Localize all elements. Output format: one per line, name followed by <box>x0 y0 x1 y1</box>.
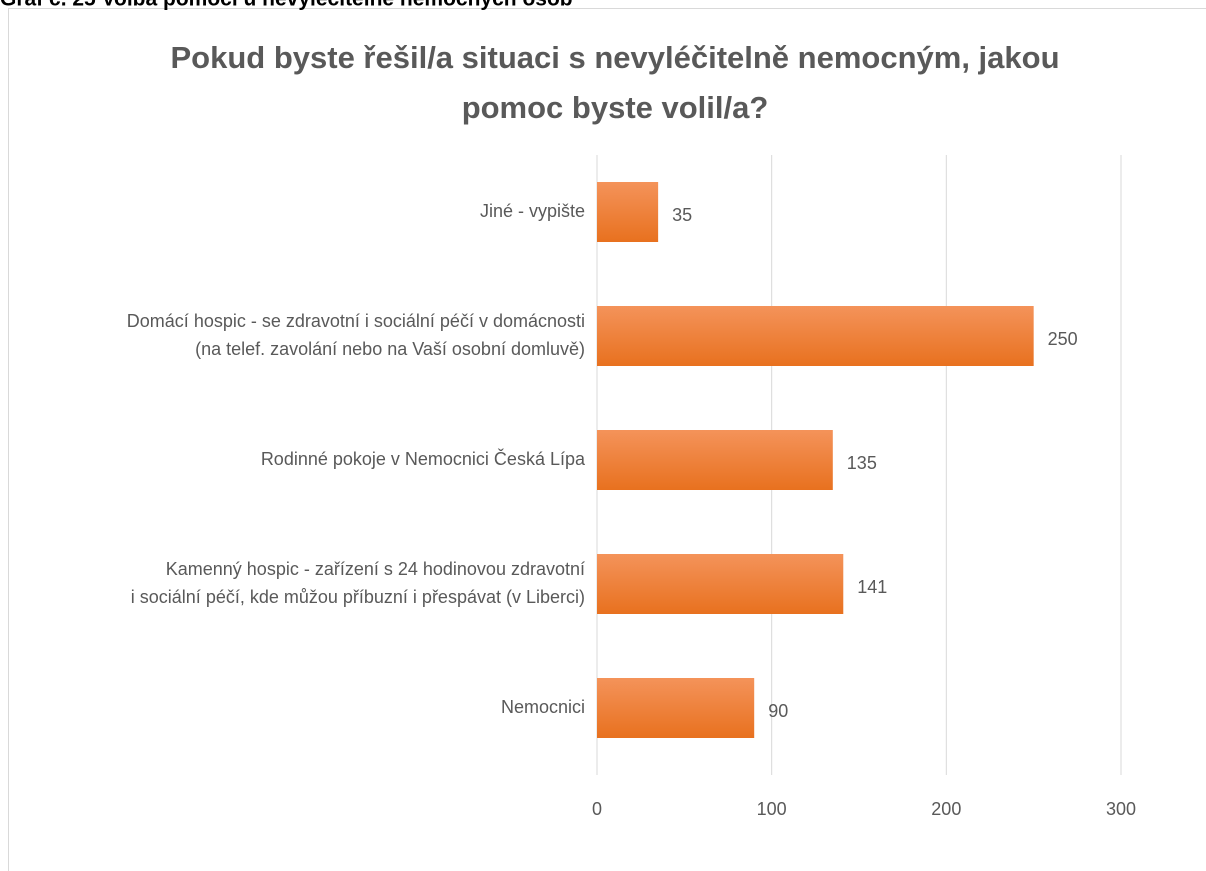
x-tick-label: 0 <box>592 799 602 819</box>
y-tick-label: Domácí hospic - se zdravotní i sociální … <box>127 311 585 359</box>
value-label: 35 <box>672 205 692 225</box>
x-tick-label: 200 <box>931 799 961 819</box>
bar <box>597 678 755 738</box>
value-label: 135 <box>847 453 877 473</box>
value-label: 141 <box>857 577 887 597</box>
value-label: 250 <box>1048 329 1078 349</box>
y-tick-label: Jiné - vypište <box>480 201 585 221</box>
y-tick-label: Nemocnici <box>501 697 585 717</box>
y-tick-label: Rodinné pokoje v Nemocnici Česká Lípa <box>261 448 586 469</box>
caption: Graf č. 25 Volba pomoci u nevyléčitelně … <box>0 0 573 11</box>
x-tick-label: 100 <box>757 799 787 819</box>
x-tick-label: 300 <box>1106 799 1136 819</box>
chart-title: Pokud byste řešil/a situaci s nevyléčite… <box>170 40 1059 125</box>
bar <box>597 182 659 242</box>
y-tick-label: Kamenný hospic - zařízení s 24 hodinovou… <box>131 559 585 607</box>
bar <box>597 430 833 490</box>
value-label: 90 <box>768 701 788 721</box>
bar <box>597 554 844 614</box>
bar <box>597 306 1034 366</box>
